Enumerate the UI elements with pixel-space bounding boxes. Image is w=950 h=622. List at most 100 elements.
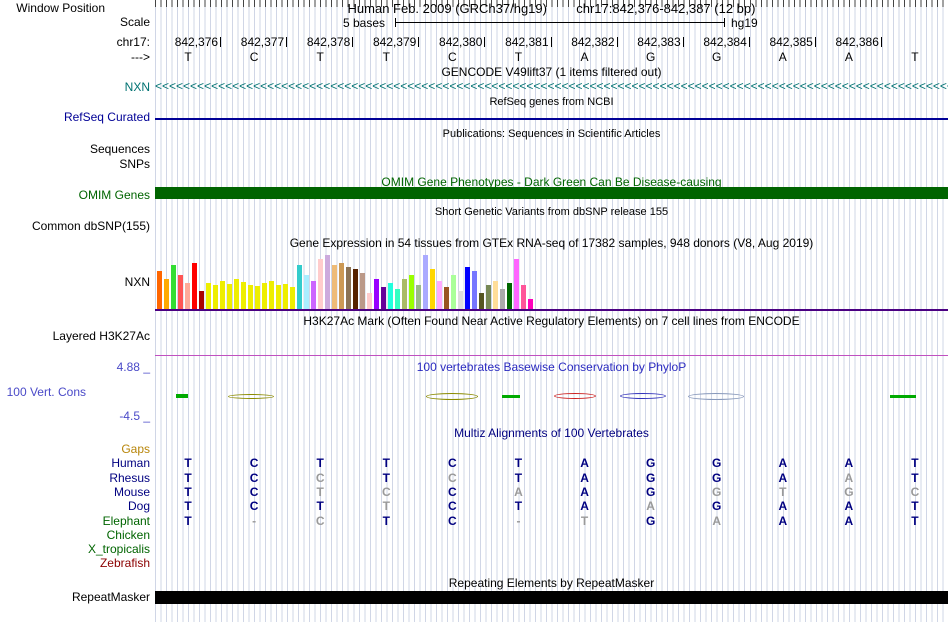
gtex-expression-bar	[416, 285, 421, 309]
ruler-number: 842,377	[240, 35, 285, 49]
gtex-expression-bar	[192, 263, 197, 309]
alignment-base: C	[448, 513, 457, 528]
alignment-base: C	[315, 470, 325, 485]
gtex-gene-label[interactable]: NXN	[124, 275, 150, 289]
alignment-base: A	[844, 470, 854, 485]
reference-base: A	[778, 50, 787, 64]
refseq-curated-label[interactable]: RefSeq Curated	[63, 110, 150, 124]
phylop-min-label: -4.5 _	[119, 409, 150, 423]
gtex-subtitle: Gene Expression in 54 tissues from GTEx …	[289, 236, 814, 250]
phylop-max-label: 4.88 _	[116, 360, 150, 374]
species-label-dog[interactable]: Dog	[127, 499, 150, 514]
omim-genes-label[interactable]: OMIM Genes	[78, 188, 150, 202]
species-label-chicken[interactable]: Chicken	[106, 527, 150, 542]
repeatmasker-label[interactable]: RepeatMasker	[71, 590, 150, 604]
alignment-base: A	[778, 513, 788, 528]
gtex-expression-bar	[493, 281, 498, 309]
gtex-expression-bar	[157, 271, 162, 309]
alignment-base: T	[316, 484, 324, 499]
refseq-gene-line[interactable]	[155, 118, 948, 120]
gtex-expression-bar	[451, 275, 456, 309]
gtex-expression-bar	[178, 275, 183, 309]
species-label-zebrafish[interactable]: Zebrafish	[99, 556, 150, 571]
alignment-base: T	[911, 470, 919, 485]
scale-bar	[395, 18, 725, 27]
gtex-expression-bar	[528, 299, 533, 309]
gtex-expression-bar	[339, 263, 344, 309]
dbsnp-subtitle: Short Genetic Variants from dbSNP releas…	[434, 206, 669, 218]
gtex-expression-bar	[472, 271, 477, 309]
ruler-tick	[220, 37, 222, 47]
gtex-expression-bar	[276, 285, 281, 309]
ruler-tick	[418, 37, 420, 47]
gtex-expression-bar	[262, 283, 267, 309]
species-label-human[interactable]: Human	[111, 456, 150, 471]
gtex-expression-chart[interactable]	[157, 253, 537, 309]
h3k27ac-track-label[interactable]: Layered H3K27Ac	[52, 329, 150, 343]
omim-subtitle: OMIM Gene Phenotypes - Dark Green Can Be…	[381, 175, 722, 189]
phylop-mark	[502, 394, 520, 398]
dbsnp-track-label[interactable]: Common dbSNP(155)	[31, 219, 150, 233]
alignment-base: T	[316, 499, 324, 514]
alignment-base: G	[645, 484, 656, 499]
ruler-number: 842,380	[439, 35, 483, 49]
species-label-mouse[interactable]: Mouse	[113, 484, 150, 499]
phylop-mark	[426, 392, 478, 400]
species-label-elephant[interactable]: Elephant	[102, 513, 150, 528]
species-label-gaps[interactable]: Gaps	[121, 442, 150, 456]
gtex-expression-bar	[409, 275, 414, 309]
snps-track-label[interactable]: SNPs	[119, 157, 150, 171]
alignment-base: T	[184, 456, 192, 471]
gtex-expression-bar	[346, 267, 351, 309]
alignment-base: A	[580, 456, 589, 471]
phylop-subtitle: 100 vertebrates Basewise Conservation by…	[416, 360, 687, 374]
alignment-base: T	[911, 456, 919, 471]
phylop-track-label[interactable]: 100 Vert. Cons	[6, 385, 86, 399]
alignment-base: A	[646, 499, 655, 514]
ruler-tick	[748, 37, 750, 47]
alignment-base: G	[645, 470, 656, 485]
gencode-gene-label[interactable]: NXN	[124, 80, 150, 94]
omim-gene-bar[interactable]	[155, 187, 948, 199]
species-label-x_tropicalis[interactable]: X_tropicalis	[87, 542, 150, 557]
gtex-expression-bar	[458, 291, 463, 309]
alignment-base: C	[448, 499, 457, 514]
alignment-base: T	[514, 470, 523, 485]
ruler-tick	[880, 37, 882, 47]
alignment-base: C	[448, 484, 457, 499]
ruler-tick	[484, 37, 486, 47]
ruler-number: 842,384	[703, 35, 747, 49]
scale-value: 5 bases	[342, 16, 385, 30]
ruler-tick	[286, 37, 288, 47]
gtex-expression-bar	[164, 279, 169, 309]
alignment-base: C	[381, 484, 391, 499]
phylop-mark	[554, 393, 596, 399]
sequences-track-label[interactable]: Sequences	[89, 142, 150, 156]
reference-base: C	[448, 50, 457, 64]
gtex-expression-bar	[395, 289, 400, 309]
gtex-expression-bar	[332, 265, 337, 309]
gtex-expression-bar	[234, 279, 239, 309]
alignment-base: C	[448, 470, 457, 485]
h3k27ac-signal-line[interactable]	[155, 355, 948, 356]
alignment-base: A	[844, 513, 854, 528]
repeatmasker-bar[interactable]	[155, 591, 948, 604]
alignment-base: A	[514, 484, 523, 499]
alignment-base: A	[778, 470, 788, 485]
alignment-base: A	[580, 484, 589, 499]
ruler-number: 842,383	[637, 35, 681, 49]
phylop-mark	[620, 393, 666, 399]
gencode-gene-item[interactable]: <<<<<<<<<<<<<<<<<<<<<<<<<<<<<<<<<<<<<<<<…	[155, 80, 948, 93]
gtex-expression-bar	[171, 265, 176, 309]
species-label-rhesus[interactable]: Rhesus	[109, 470, 150, 485]
gtex-expression-bar	[241, 282, 246, 309]
ruler-number: 842,385	[769, 35, 813, 49]
gtex-expression-bar	[297, 265, 302, 309]
reference-base: G	[712, 50, 722, 64]
alignment-base: T	[382, 499, 390, 514]
alignment-base: G	[645, 456, 656, 471]
ruler-number: 842,381	[505, 35, 549, 49]
gtex-expression-bar	[248, 285, 253, 309]
gtex-expression-bar	[486, 285, 491, 309]
